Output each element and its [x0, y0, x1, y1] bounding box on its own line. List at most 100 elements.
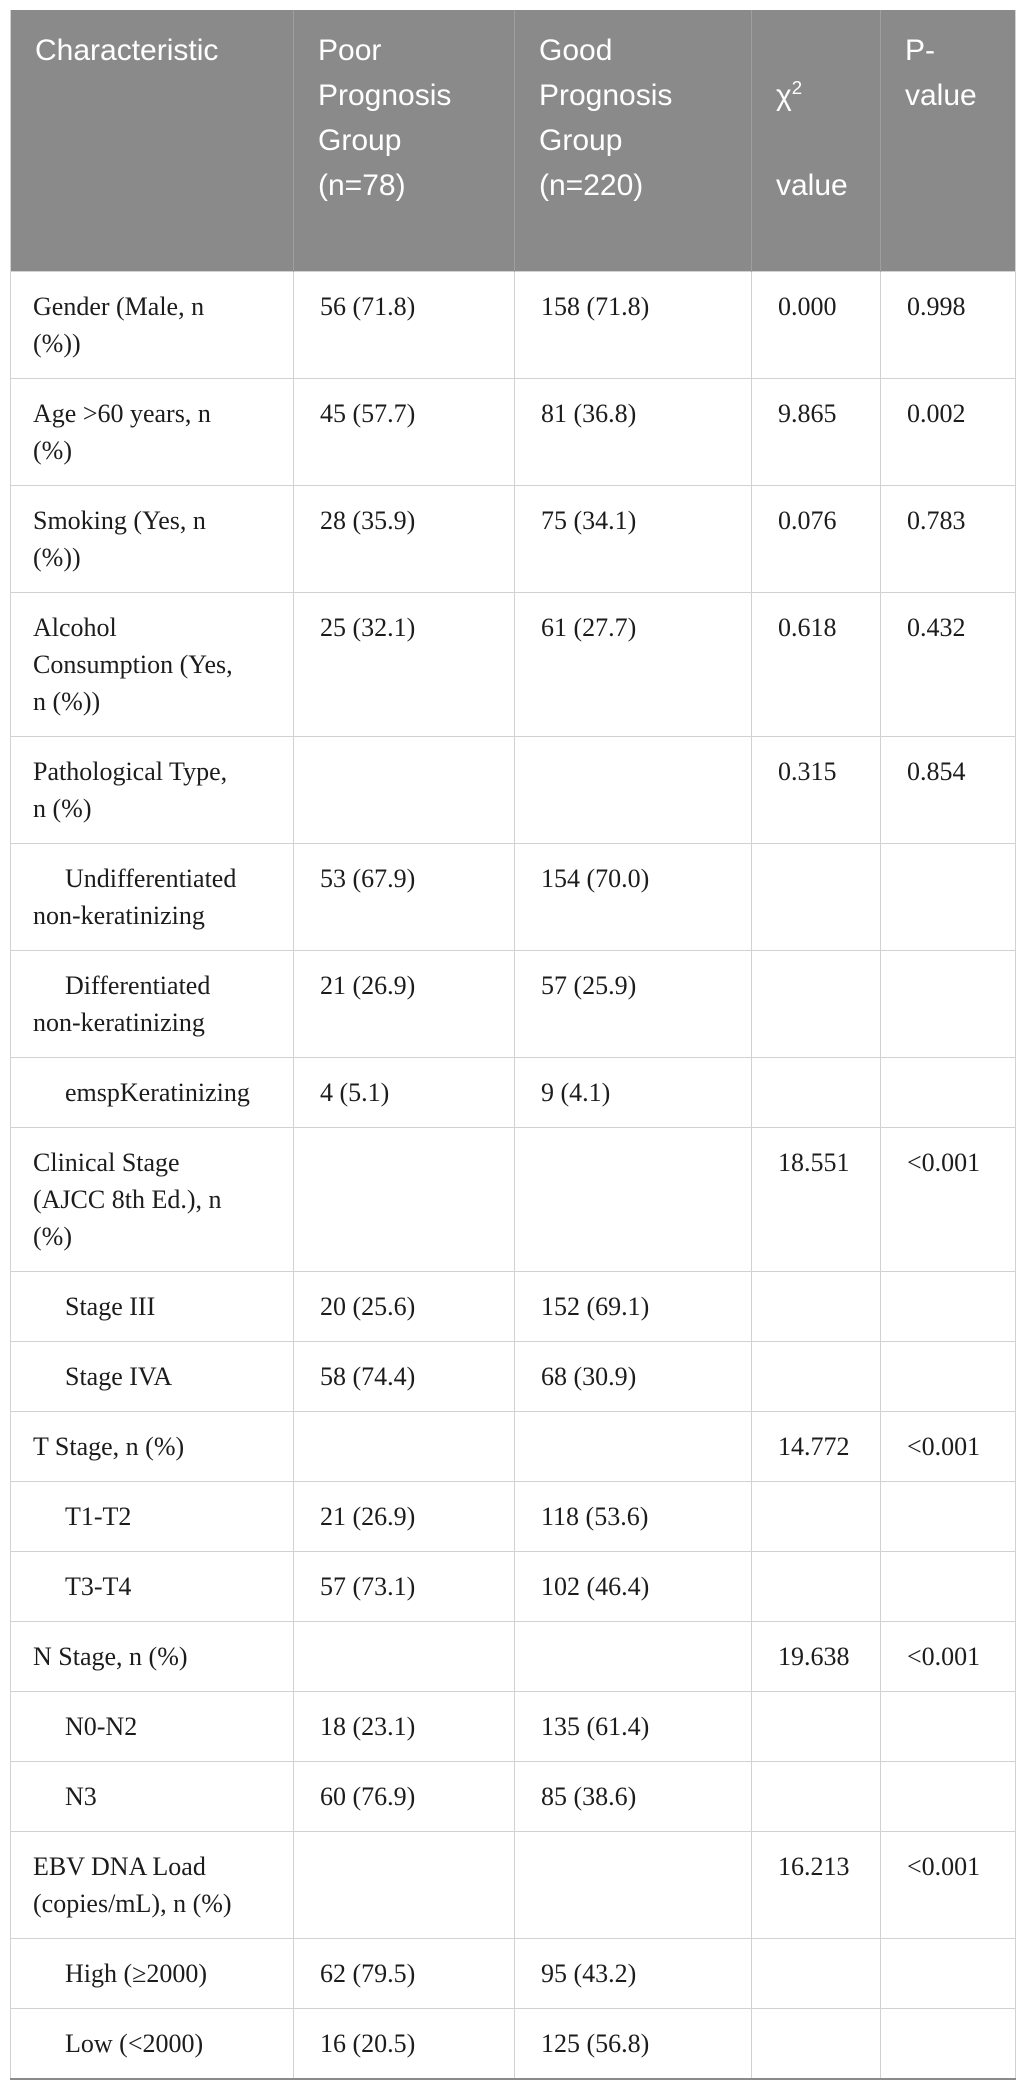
table-row: Low (<2000) 16 (20.5) 125 (56.8) [10, 2008, 1016, 2079]
cell-characteristic: N Stage, n (%) [10, 1621, 294, 1692]
cell-poor-prognosis-value: 56 (71.8) [293, 271, 515, 379]
cell-p-value [880, 1691, 1016, 1762]
cell-p-value [880, 1761, 1016, 1832]
cell-chi-square-value: 0.618 [751, 592, 881, 737]
cell-poor-prognosis-value [293, 736, 515, 844]
cell-poor-prognosis-value [293, 1411, 515, 1482]
table-row: Pathological Type, n (%) 0.315 0.854 [10, 736, 1016, 844]
cell-characteristic: N0-N2 [10, 1691, 294, 1762]
cell-good-prognosis-value: 152 (69.1) [514, 1271, 752, 1342]
cell-good-prognosis-value [514, 1621, 752, 1692]
cell-characteristic: Alcohol Consumption (Yes, n (%)) [10, 592, 294, 737]
cell-chi-square-value [751, 843, 881, 951]
cell-chi-square-value: 18.551 [751, 1127, 881, 1272]
table-row: Clinical Stage (AJCC 8th Ed.), n (%) 18.… [10, 1127, 1016, 1272]
cell-chi-square-value [751, 1761, 881, 1832]
cell-characteristic: Undifferentiated non-keratinizing [10, 843, 294, 951]
cell-p-value [880, 1481, 1016, 1552]
cell-chi-square-value: 0.076 [751, 485, 881, 593]
cell-chi-square-value [751, 1481, 881, 1552]
cell-p-value: <0.001 [880, 1621, 1016, 1692]
table-row: Alcohol Consumption (Yes, n (%)) 25 (32.… [10, 592, 1016, 737]
table-row: N3 60 (76.9) 85 (38.6) [10, 1761, 1016, 1832]
cell-good-prognosis-value: 68 (30.9) [514, 1341, 752, 1412]
cell-p-value [880, 843, 1016, 951]
table-body: Gender (Male, n (%)) 56 (71.8) 158 (71.8… [10, 271, 1016, 2079]
cell-chi-square-value: 16.213 [751, 1831, 881, 1939]
table-row: N Stage, n (%) 19.638 <0.001 [10, 1621, 1016, 1692]
cell-good-prognosis-value: 154 (70.0) [514, 843, 752, 951]
cell-p-value: <0.001 [880, 1831, 1016, 1939]
cell-poor-prognosis-value [293, 1831, 515, 1939]
cell-good-prognosis-value: 125 (56.8) [514, 2008, 752, 2079]
cell-good-prognosis-value: 9 (4.1) [514, 1057, 752, 1128]
cell-good-prognosis-value: 75 (34.1) [514, 485, 752, 593]
table-row: T3-T4 57 (73.1) 102 (46.4) [10, 1551, 1016, 1622]
cell-characteristic: Clinical Stage (AJCC 8th Ed.), n (%) [10, 1127, 294, 1272]
cell-p-value: <0.001 [880, 1411, 1016, 1482]
cell-good-prognosis-value: 95 (43.2) [514, 1938, 752, 2009]
cell-poor-prognosis-value: 53 (67.9) [293, 843, 515, 951]
cell-p-value [880, 2008, 1016, 2079]
cell-characteristic: T Stage, n (%) [10, 1411, 294, 1482]
cell-characteristic: Smoking (Yes, n (%)) [10, 485, 294, 593]
cell-chi-square-value: 14.772 [751, 1411, 881, 1482]
table-row: EBV DNA Load (copies/mL), n (%) 16.213 <… [10, 1831, 1016, 1939]
cell-good-prognosis-value: 61 (27.7) [514, 592, 752, 737]
chi-square-label: value [776, 169, 848, 202]
cell-p-value: 0.432 [880, 592, 1016, 737]
cell-chi-square-value [751, 2008, 881, 2079]
cell-p-value [880, 950, 1016, 1058]
col-header-chi-square-value: χ2 value [751, 10, 881, 272]
cell-poor-prognosis-value: 18 (23.1) [293, 1691, 515, 1762]
col-header-poor-prognosis-group: Poor Prognosis Group (n=78) [293, 10, 515, 272]
cell-poor-prognosis-value: 21 (26.9) [293, 1481, 515, 1552]
cell-poor-prognosis-value: 57 (73.1) [293, 1551, 515, 1622]
cell-chi-square-value: 0.315 [751, 736, 881, 844]
cell-chi-square-value: 9.865 [751, 378, 881, 486]
cell-p-value: <0.001 [880, 1127, 1016, 1272]
table-row: Differentiated non-keratinizing 21 (26.9… [10, 950, 1016, 1058]
cell-characteristic: EBV DNA Load (copies/mL), n (%) [10, 1831, 294, 1939]
chi-square-symbol: χ2 [776, 77, 803, 112]
cell-poor-prognosis-value [293, 1621, 515, 1692]
table-row: Undifferentiated non-keratinizing 53 (67… [10, 843, 1016, 951]
cell-poor-prognosis-value: 62 (79.5) [293, 1938, 515, 2009]
cell-poor-prognosis-value: 25 (32.1) [293, 592, 515, 737]
cell-poor-prognosis-value: 45 (57.7) [293, 378, 515, 486]
cell-good-prognosis-value [514, 1411, 752, 1482]
cell-characteristic: Low (<2000) [10, 2008, 294, 2079]
cell-chi-square-value [751, 1938, 881, 2009]
table-row: Gender (Male, n (%)) 56 (71.8) 158 (71.8… [10, 271, 1016, 379]
cell-chi-square-value [751, 1691, 881, 1762]
col-header-characteristic: Characteristic [10, 10, 294, 272]
cell-characteristic: T1-T2 [10, 1481, 294, 1552]
cell-chi-square-value [751, 1341, 881, 1412]
cell-poor-prognosis-value: 4 (5.1) [293, 1057, 515, 1128]
cell-poor-prognosis-value: 20 (25.6) [293, 1271, 515, 1342]
cell-p-value: 0.854 [880, 736, 1016, 844]
header-row: Characteristic Poor Prognosis Group (n=7… [10, 10, 1016, 272]
cell-poor-prognosis-value: 16 (20.5) [293, 2008, 515, 2079]
table-row: Stage III 20 (25.6) 152 (69.1) [10, 1271, 1016, 1342]
cell-poor-prognosis-value: 60 (76.9) [293, 1761, 515, 1832]
table-row: Stage IVA 58 (74.4) 68 (30.9) [10, 1341, 1016, 1412]
cell-characteristic: High (≥2000) [10, 1938, 294, 2009]
table-row: Age >60 years, n (%) 45 (57.7) 81 (36.8)… [10, 378, 1016, 486]
cell-chi-square-value [751, 1271, 881, 1342]
table-row: T Stage, n (%) 14.772 <0.001 [10, 1411, 1016, 1482]
cell-good-prognosis-value: 102 (46.4) [514, 1551, 752, 1622]
cell-chi-square-value: 19.638 [751, 1621, 881, 1692]
cell-good-prognosis-value: 118 (53.6) [514, 1481, 752, 1552]
cell-p-value [880, 1057, 1016, 1128]
cell-good-prognosis-value: 158 (71.8) [514, 271, 752, 379]
cell-characteristic: Gender (Male, n (%)) [10, 271, 294, 379]
cell-chi-square-value [751, 950, 881, 1058]
cell-chi-square-value: 0.000 [751, 271, 881, 379]
cell-good-prognosis-value [514, 1831, 752, 1939]
cell-p-value: 0.998 [880, 271, 1016, 379]
cell-characteristic: Pathological Type, n (%) [10, 736, 294, 844]
cell-poor-prognosis-value: 58 (74.4) [293, 1341, 515, 1412]
cell-good-prognosis-value: 57 (25.9) [514, 950, 752, 1058]
